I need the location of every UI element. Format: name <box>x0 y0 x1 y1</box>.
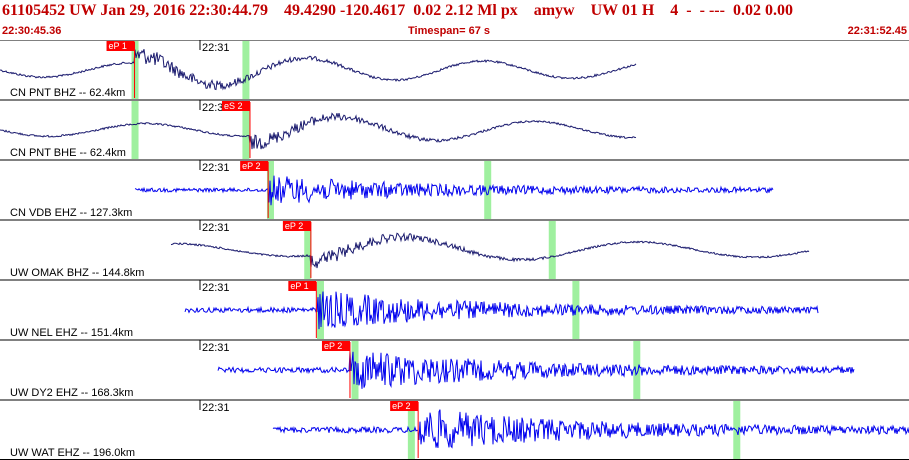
pick-label: eP 2 <box>285 221 303 231</box>
minute-label: 22:31 <box>202 282 230 294</box>
minute-label: 22:31 <box>202 342 230 354</box>
pick-label: eP 1 <box>290 281 308 291</box>
phase-highlight <box>407 401 415 459</box>
phase-highlight <box>733 401 741 459</box>
seismogram-panel[interactable]: 22:31 eP 1 CN PNT BHZ -- 62.4km 22:31 eS 2 CN… <box>0 40 909 460</box>
phase-highlight <box>242 41 250 99</box>
pick-flag <box>106 41 135 51</box>
station-label: UW DY2 EHZ -- 168.3km <box>10 387 133 399</box>
event-title: 61105452 UW Jan 29, 2016 22:30:44.79 49.… <box>2 2 793 19</box>
station-label: CN VDB EHZ -- 127.3km <box>10 207 132 219</box>
phase-highlight <box>484 161 492 219</box>
pick-label: eS 2 <box>224 101 243 111</box>
phase-highlight <box>242 101 250 159</box>
station-label: UW OMAK BHZ -- 144.8km <box>10 267 144 279</box>
waveform <box>217 351 855 389</box>
waveform <box>184 291 819 330</box>
start-time: 22:30:45.36 <box>2 25 62 37</box>
waveform <box>134 175 774 206</box>
station-label: CN PNT BHE -- 62.4km <box>10 147 126 159</box>
end-time: 22:31:52.45 <box>847 25 907 37</box>
waveform <box>0 49 637 91</box>
minute-label: 22:31 <box>202 162 230 174</box>
pick-flag <box>240 161 269 171</box>
pick-label: eP 2 <box>324 341 342 351</box>
pick-label: eP 2 <box>392 401 410 411</box>
phase-highlight <box>304 221 312 279</box>
station-label: CN PNT BHZ -- 62.4km <box>10 87 125 99</box>
pick-flag <box>288 281 317 291</box>
pick-label: eP 1 <box>109 41 127 51</box>
waveform <box>272 409 909 449</box>
trace-row: 22:31 eP 1 UW NEL EHZ -- 151.4km <box>0 279 909 339</box>
trace-row: 22:31 eP 2 UW WAT EHZ -- 196.0km <box>0 399 909 459</box>
trace-row: 22:31 eP 2 UW DY2 EHZ -- 168.3km <box>0 339 909 399</box>
waveform <box>170 232 810 269</box>
pick-flag <box>390 401 419 411</box>
phase-highlight <box>633 341 641 399</box>
trace-row: 22:31 eP 2 UW OMAK BHZ -- 144.8km <box>0 219 909 279</box>
pick-flag <box>321 341 350 351</box>
event-header: 61105452 UW Jan 29, 2016 22:30:44.79 49.… <box>0 0 909 40</box>
trace-row: 22:31 eP 2 CN VDB EHZ -- 127.3km <box>0 159 909 219</box>
pick-flag <box>221 101 250 111</box>
waveform <box>0 112 637 150</box>
minute-label: 22:31 <box>202 402 230 414</box>
phase-highlight <box>548 221 556 279</box>
minute-label: 22:31 <box>202 222 230 234</box>
pick-flag <box>282 221 311 231</box>
timespan-label: Timespan= 67 s <box>408 25 491 37</box>
minute-label: 22:31 <box>202 42 230 54</box>
station-label: UW WAT EHZ -- 196.0km <box>10 447 135 459</box>
phase-highlight <box>131 101 139 159</box>
trace-row: 22:31 eP 1 CN PNT BHZ -- 62.4km <box>0 40 909 99</box>
pick-label: eP 2 <box>242 161 260 171</box>
station-label: UW NEL EHZ -- 151.4km <box>10 327 133 339</box>
